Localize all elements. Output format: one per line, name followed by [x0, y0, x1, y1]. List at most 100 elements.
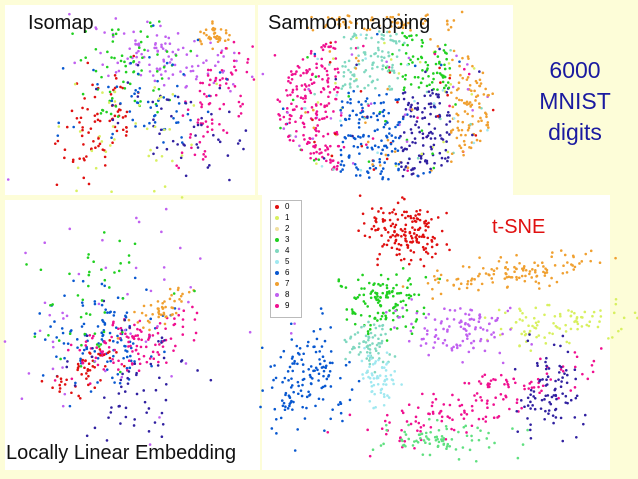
point: [401, 315, 405, 318]
point: [388, 291, 391, 295]
point: [116, 115, 120, 118]
point: [368, 343, 372, 347]
point: [221, 71, 225, 74]
point: [186, 112, 190, 116]
point: [114, 77, 118, 80]
point: [543, 398, 546, 401]
point: [582, 422, 585, 426]
point: [326, 430, 330, 434]
point: [384, 374, 388, 378]
point: [469, 122, 472, 126]
point: [151, 100, 155, 104]
point: [351, 162, 355, 165]
point: [379, 333, 383, 337]
point: [321, 398, 325, 401]
point: [156, 325, 159, 328]
point: [397, 72, 401, 75]
point: [524, 268, 528, 272]
point: [368, 166, 372, 170]
point: [102, 330, 106, 334]
point: [311, 377, 314, 380]
point: [155, 34, 159, 37]
point: [100, 338, 104, 341]
point: [177, 48, 180, 51]
point: [436, 216, 440, 219]
point: [374, 405, 377, 409]
point: [480, 399, 484, 402]
point: [446, 81, 450, 84]
point: [496, 316, 499, 320]
point: [397, 48, 401, 52]
point: [65, 125, 69, 129]
point: [117, 359, 120, 363]
point: [388, 421, 391, 424]
point: [241, 102, 244, 106]
point: [124, 415, 128, 419]
point: [406, 214, 410, 218]
point: [385, 146, 389, 149]
point: [489, 379, 493, 382]
point: [393, 326, 396, 329]
point: [170, 58, 173, 61]
point: [460, 10, 464, 14]
point: [364, 334, 368, 338]
point: [376, 151, 379, 155]
point: [81, 352, 85, 355]
point: [452, 117, 456, 120]
point: [359, 111, 362, 115]
point: [81, 298, 85, 302]
point: [137, 49, 140, 53]
point: [60, 327, 64, 330]
point: [51, 303, 54, 306]
point: [340, 159, 344, 163]
point: [410, 131, 414, 135]
point: [286, 407, 290, 410]
point: [436, 277, 440, 280]
point: [445, 19, 449, 23]
point: [330, 17, 334, 20]
point: [239, 105, 242, 108]
point: [383, 161, 386, 164]
point: [412, 232, 416, 235]
point: [457, 430, 460, 434]
point: [508, 407, 511, 411]
point: [395, 253, 399, 257]
point: [560, 380, 563, 383]
point: [164, 305, 167, 309]
point: [160, 107, 163, 110]
point: [369, 102, 373, 105]
point: [377, 93, 381, 97]
point: [407, 296, 411, 300]
point: [384, 383, 388, 386]
point: [110, 190, 113, 194]
point: [318, 358, 321, 361]
point: [282, 401, 286, 405]
point: [273, 407, 277, 411]
point: [184, 174, 188, 178]
point: [532, 386, 536, 389]
point: [479, 382, 483, 385]
point: [124, 314, 127, 318]
point: [63, 148, 67, 152]
point: [409, 115, 413, 118]
point: [538, 378, 542, 382]
point: [217, 138, 220, 141]
point: [395, 247, 399, 251]
point: [308, 68, 311, 71]
point: [329, 385, 333, 388]
point: [90, 355, 94, 359]
point: [112, 361, 115, 365]
point: [135, 392, 139, 396]
point: [320, 45, 323, 49]
point: [134, 266, 138, 270]
point: [123, 318, 127, 322]
point: [91, 83, 94, 87]
point: [136, 95, 140, 98]
point: [160, 230, 163, 234]
point: [323, 384, 327, 388]
point: [33, 335, 37, 338]
point: [286, 370, 290, 373]
point: [573, 320, 576, 324]
point: [147, 154, 151, 158]
point: [531, 404, 534, 407]
